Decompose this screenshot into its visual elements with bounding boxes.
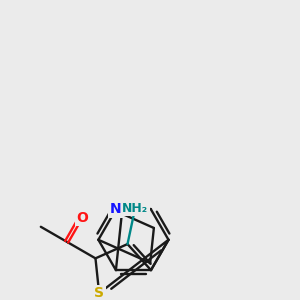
Text: NH₂: NH₂ xyxy=(122,202,148,214)
Text: N: N xyxy=(110,202,122,216)
Text: O: O xyxy=(76,211,88,225)
Text: S: S xyxy=(94,286,104,300)
